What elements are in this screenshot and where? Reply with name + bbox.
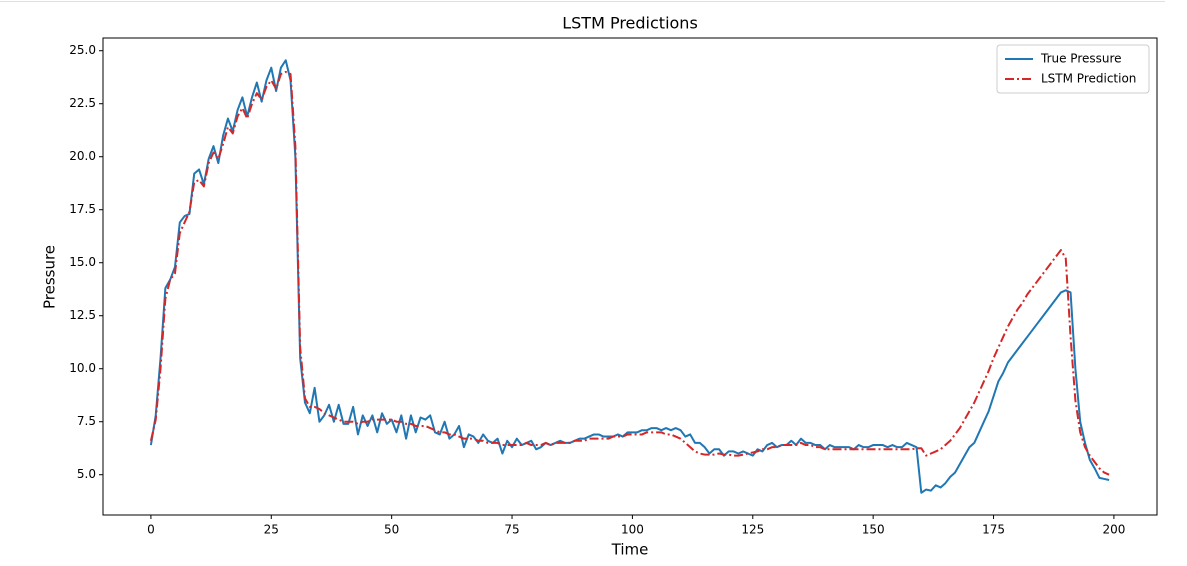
x-tick-label: 25 (264, 523, 279, 537)
y-tick-label: 17.5 (69, 202, 96, 216)
x-tick-label: 200 (1102, 523, 1125, 537)
y-axis-label: Pressure (41, 245, 59, 309)
series-line (149, 59, 1110, 494)
x-tick-label: 0 (147, 523, 155, 537)
y-tick-label: 25.0 (69, 43, 96, 57)
x-tick-label: 75 (504, 523, 519, 537)
legend-box (996, 44, 1150, 94)
y-tick-label: 7.5 (77, 414, 96, 428)
y-tick-label: 5.0 (77, 467, 96, 481)
y-tick-label: 20.0 (69, 149, 96, 163)
chart-title: LSTM Predictions (562, 14, 698, 33)
series-line (149, 70, 1110, 476)
plot-frame (102, 37, 1158, 516)
x-tick-label: 175 (982, 523, 1005, 537)
x-axis-label: Time (611, 541, 649, 559)
y-tick-label: 12.5 (69, 308, 96, 322)
x-tick-label: 125 (741, 523, 764, 537)
y-tick-label: 10.0 (69, 361, 96, 375)
y-tick-label: 22.5 (69, 96, 96, 110)
x-tick-label: 100 (621, 523, 644, 537)
y-tick-label: 15.0 (69, 255, 96, 269)
x-tick-label: 150 (862, 523, 885, 537)
legend-label: LSTM Prediction (1041, 72, 1136, 86)
legend-label: True Pressure (1040, 52, 1122, 66)
x-tick-label: 50 (384, 523, 399, 537)
